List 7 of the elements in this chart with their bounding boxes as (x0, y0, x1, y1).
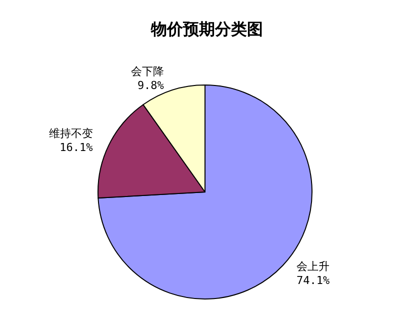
data-label: 16.1% (60, 140, 94, 154)
slice-label: 会上升 (296, 260, 330, 274)
chart-title: 物价预期分类图 (150, 20, 263, 38)
data-label: 74.1% (296, 274, 330, 288)
slice-label: 维持不变 (48, 126, 93, 140)
slice-label: 会下降 (130, 65, 164, 78)
data-label: 9.8% (137, 79, 164, 92)
